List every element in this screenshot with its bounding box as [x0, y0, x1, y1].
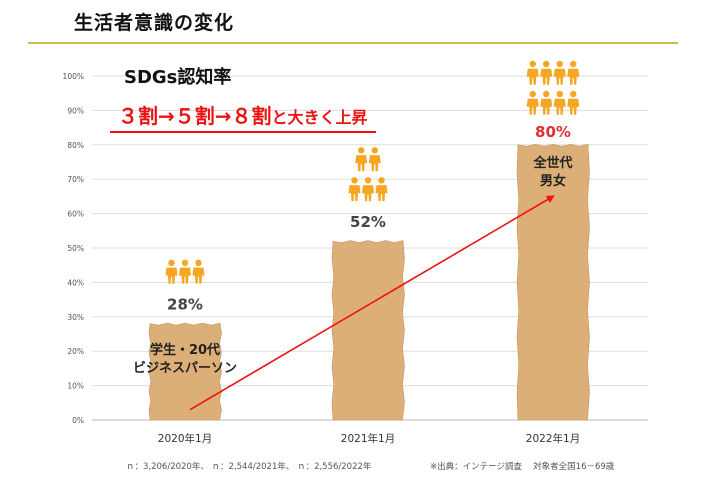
- value-label: 28%: [167, 296, 203, 314]
- bar-annotation: 全世代: [532, 155, 572, 171]
- person-icon: [567, 60, 580, 85]
- y-tick-label: 40%: [67, 278, 84, 287]
- bar: [148, 322, 222, 421]
- bar: [516, 143, 590, 421]
- y-tick-label: 70%: [67, 175, 84, 184]
- footnote-source: ※出典：インテージ調査 対象者全国16－69歳: [430, 462, 615, 472]
- headline: ３割→５割→８割と大きく上昇: [110, 100, 376, 133]
- trend-arrow: [189, 195, 555, 411]
- person-icon: [165, 259, 178, 284]
- person-icon: [362, 177, 374, 202]
- person-icon: [526, 90, 539, 115]
- bar-annotation: 男女: [540, 173, 566, 189]
- value-label: 80%: [535, 123, 571, 141]
- page-title: 生活者意識の変化: [74, 12, 235, 34]
- person-icon: [192, 259, 205, 284]
- person-icon: [553, 60, 566, 85]
- y-tick-label: 0%: [72, 416, 84, 425]
- person-icon: [553, 90, 566, 115]
- person-icon: [567, 90, 580, 115]
- person-icon: [355, 147, 368, 172]
- y-tick-label: 20%: [67, 347, 84, 356]
- bar-annotation: 学生・20代: [150, 342, 220, 358]
- headline-ratios: ３割→５割→８割: [118, 104, 272, 128]
- person-icon: [375, 177, 388, 202]
- bar: [331, 240, 405, 421]
- person-icon: [179, 259, 191, 284]
- x-tick-label: 2021年1月: [341, 432, 395, 445]
- headline-rise: と大きく上昇: [271, 108, 368, 127]
- x-tick-label: 2022年1月: [526, 432, 580, 445]
- y-tick-label: 100%: [63, 72, 84, 81]
- person-icon: [540, 90, 553, 115]
- chart-title: SDGs認知率: [124, 67, 232, 88]
- y-tick-label: 10%: [67, 382, 84, 391]
- y-tick-label: 30%: [67, 313, 84, 322]
- person-icon: [348, 177, 361, 202]
- person-icon: [368, 147, 381, 172]
- x-tick-label: 2020年1月: [158, 432, 212, 445]
- value-label: 52%: [350, 213, 386, 231]
- title-divider: [28, 42, 678, 44]
- y-tick-label: 80%: [67, 141, 84, 150]
- person-icon: [526, 60, 539, 85]
- footnote-sample-size: ｎ：3,206/2020年、 ｎ：2,544/2021年、 ｎ：2,556/20…: [126, 462, 372, 472]
- y-tick-label: 90%: [67, 106, 84, 115]
- y-tick-label: 50%: [67, 244, 84, 253]
- person-icon: [540, 60, 553, 85]
- y-tick-label: 60%: [67, 210, 84, 219]
- bar-annotation: ビジネスパーソン: [133, 360, 237, 376]
